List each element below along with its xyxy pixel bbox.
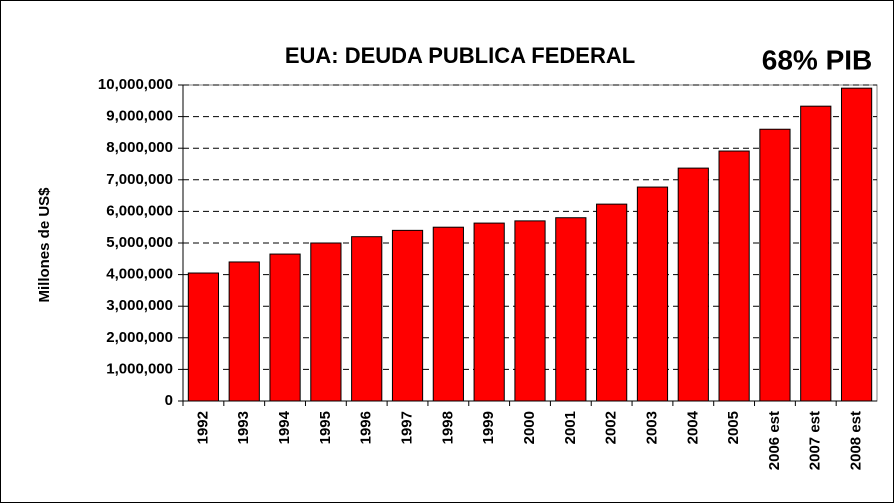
x-tick-label: 2000 xyxy=(521,411,538,444)
y-tick-label: 0 xyxy=(165,392,173,409)
bar xyxy=(228,261,260,402)
x-tick-label: 1992 xyxy=(194,411,211,444)
x-tick-label: 2001 xyxy=(562,411,579,444)
bar xyxy=(800,105,832,402)
y-tick-label: 9,000,000 xyxy=(106,108,173,125)
bar xyxy=(310,242,342,402)
y-tick-label: 3,000,000 xyxy=(106,297,173,314)
bar xyxy=(269,253,301,402)
y-tick-label: 8,000,000 xyxy=(106,139,173,156)
x-tick-label: 2005 xyxy=(725,411,742,444)
y-tick-label: 1,000,000 xyxy=(106,360,173,377)
bar xyxy=(187,272,220,402)
y-tick-label: 7,000,000 xyxy=(106,171,173,188)
x-tick-label: 1995 xyxy=(317,411,334,444)
bar xyxy=(840,87,873,402)
y-tick-label: 10,000,000 xyxy=(98,76,173,93)
x-tick-label: 2007 est xyxy=(807,411,824,470)
y-tick-label: 5,000,000 xyxy=(106,234,173,251)
bar xyxy=(596,203,628,402)
bar xyxy=(473,222,505,402)
x-tick-label: 2004 xyxy=(684,410,701,444)
y-tick-label: 4,000,000 xyxy=(106,266,173,283)
x-tick-label: 2006 est xyxy=(766,411,783,470)
x-tick-label: 2003 xyxy=(643,411,660,444)
bar xyxy=(718,150,750,402)
bar xyxy=(514,220,546,402)
x-tick-label: 2008 est xyxy=(848,411,865,470)
bar xyxy=(677,167,709,402)
bar xyxy=(391,229,424,402)
y-tick-label: 2,000,000 xyxy=(106,329,173,346)
x-tick-label: 1996 xyxy=(358,411,375,444)
bar xyxy=(351,236,383,402)
y-tick-label: 6,000,000 xyxy=(106,202,173,219)
chart-title: EUA: DEUDA PUBLICA FEDERAL xyxy=(285,43,635,68)
x-tick-label: 2002 xyxy=(603,411,620,444)
bar xyxy=(555,217,587,402)
bar xyxy=(636,186,669,402)
bar xyxy=(759,128,791,402)
x-tick-label: 1994 xyxy=(276,410,293,444)
x-tick-label: 1998 xyxy=(439,411,456,444)
x-tick-label: 1993 xyxy=(235,411,252,444)
x-tick-label: 1999 xyxy=(480,411,497,444)
x-tick-label: 1997 xyxy=(398,411,415,444)
annotation: 68% PIB xyxy=(762,44,873,75)
y-axis-label: Millones de US$ xyxy=(36,187,53,303)
bar xyxy=(432,226,464,402)
